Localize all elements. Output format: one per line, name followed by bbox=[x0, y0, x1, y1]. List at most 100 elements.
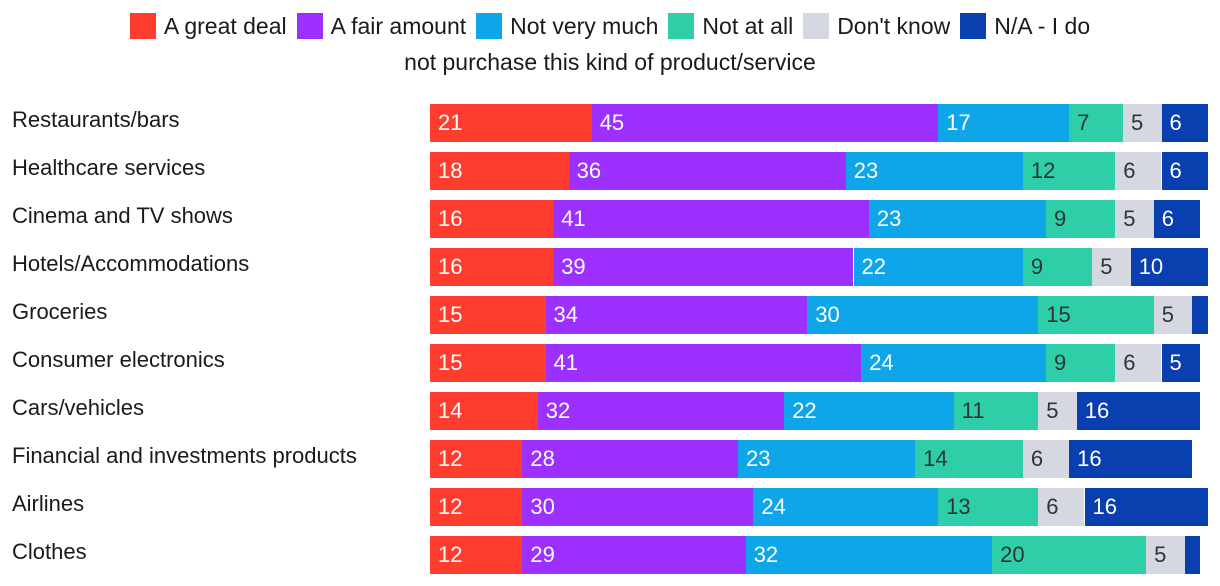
bar-segment bbox=[430, 344, 546, 382]
category-label: Airlines bbox=[12, 491, 85, 516]
bar-segment bbox=[868, 200, 1046, 238]
data-label: 9 bbox=[1054, 350, 1067, 375]
bar-segment bbox=[522, 440, 738, 478]
data-label: 29 bbox=[530, 542, 555, 567]
legend-item[interactable]: Not at all bbox=[668, 13, 793, 40]
bar-segment bbox=[522, 536, 746, 574]
bar-segment bbox=[1153, 200, 1200, 238]
data-label: 34 bbox=[553, 302, 578, 327]
data-label: 5 bbox=[1154, 542, 1167, 567]
data-label: 5 bbox=[1161, 302, 1175, 327]
data-label: 22 bbox=[792, 398, 817, 423]
category-label: Cars/vehicles bbox=[12, 395, 145, 420]
bar-segment bbox=[1115, 200, 1154, 238]
bar-segment bbox=[1161, 152, 1208, 190]
bar-segment bbox=[537, 392, 785, 430]
legend-label: A great deal bbox=[163, 12, 287, 39]
bar-segment bbox=[1046, 344, 1116, 382]
legend-label: Don't know bbox=[837, 12, 951, 39]
legend-label-continued: not purchase this kind of product/servic… bbox=[404, 48, 816, 75]
data-label: 20 bbox=[1000, 542, 1025, 567]
legend-label: Not very much bbox=[510, 12, 659, 39]
data-label: 16 bbox=[1084, 398, 1110, 423]
bar-segment bbox=[845, 152, 1023, 190]
data-label: 41 bbox=[553, 350, 578, 375]
data-label: 45 bbox=[599, 110, 625, 135]
legend-swatch bbox=[668, 13, 695, 39]
legend-label: A fair amount bbox=[330, 12, 467, 39]
data-label: 15 bbox=[1046, 302, 1071, 327]
data-label: 6 bbox=[1030, 446, 1044, 471]
bar-segment bbox=[545, 344, 862, 382]
category-label: Healthcare services bbox=[12, 155, 206, 180]
legend-row-1: A great deal A fair amount Not very much No… bbox=[0, 10, 1220, 42]
legend-swatch bbox=[476, 13, 503, 39]
bar-segment bbox=[430, 296, 546, 334]
data-label: 14 bbox=[438, 398, 463, 423]
data-label: 5 bbox=[1046, 398, 1059, 423]
data-label: 16 bbox=[438, 254, 463, 279]
data-label: 32 bbox=[545, 398, 571, 423]
legend-swatch bbox=[129, 13, 156, 39]
data-label: 28 bbox=[530, 446, 555, 471]
data-label: 12 bbox=[1030, 158, 1056, 183]
data-label: 22 bbox=[861, 254, 886, 279]
data-label: 11 bbox=[961, 398, 985, 423]
legend-item[interactable]: A fair amount bbox=[296, 12, 467, 40]
bar-segment bbox=[1130, 248, 1208, 286]
data-label: 39 bbox=[561, 254, 586, 279]
data-label: 30 bbox=[815, 302, 840, 327]
bar-segment bbox=[1192, 296, 1208, 334]
bar-segment bbox=[1146, 536, 1185, 574]
category-label: Financial and investments products bbox=[12, 443, 357, 468]
bar-segment bbox=[1161, 104, 1208, 142]
data-label: 6 bbox=[1161, 206, 1175, 231]
bar-segment bbox=[1022, 440, 1070, 478]
bar-segment bbox=[784, 392, 954, 430]
bar-segment bbox=[1184, 536, 1200, 574]
legend-swatch bbox=[803, 13, 830, 39]
data-label: 15 bbox=[438, 302, 463, 327]
legend-item[interactable]: Not very much bbox=[476, 13, 658, 40]
legend-item[interactable]: N/A - I do bbox=[960, 13, 1090, 40]
category-label: Groceries bbox=[12, 299, 108, 324]
data-label: 18 bbox=[438, 158, 463, 183]
bar-segment bbox=[1153, 296, 1193, 334]
legend-item[interactable]: Don't know bbox=[803, 13, 950, 40]
bar-segment bbox=[753, 488, 939, 526]
data-label: 6 bbox=[1169, 110, 1182, 135]
bar-segment bbox=[430, 488, 523, 526]
data-label: 36 bbox=[576, 158, 602, 183]
bar-segment bbox=[568, 152, 846, 190]
bar-segment bbox=[1046, 200, 1116, 238]
data-label: 12 bbox=[438, 542, 463, 567]
data-label: 41 bbox=[561, 206, 586, 231]
bar-segment bbox=[1038, 392, 1077, 430]
data-label: 13 bbox=[946, 494, 971, 519]
data-label: 6 bbox=[1046, 494, 1059, 519]
legend-label: Not at all bbox=[702, 12, 794, 39]
bar-segment bbox=[553, 200, 869, 238]
data-label: 24 bbox=[761, 494, 786, 519]
data-label: 9 bbox=[1054, 206, 1067, 231]
category-label: Clothes bbox=[12, 539, 87, 564]
data-label: 12 bbox=[438, 446, 463, 471]
data-label: 30 bbox=[530, 494, 555, 519]
bar-segment bbox=[430, 536, 523, 574]
bar-segment bbox=[1076, 392, 1200, 430]
legend-item[interactable]: A great deal bbox=[129, 12, 287, 40]
data-label: 6 bbox=[1123, 158, 1136, 183]
data-label: 23 bbox=[853, 158, 879, 183]
data-label: 21 bbox=[438, 110, 463, 135]
bar-segment bbox=[1092, 248, 1131, 286]
data-label: 12 bbox=[438, 494, 463, 519]
bar-segment bbox=[591, 104, 939, 142]
bar-segment bbox=[861, 344, 1046, 382]
data-label: 5 bbox=[1100, 254, 1113, 279]
data-label: 23 bbox=[876, 206, 902, 231]
bar-segment bbox=[938, 104, 1070, 142]
data-label: 5 bbox=[1131, 110, 1144, 135]
bar-segment bbox=[430, 392, 538, 430]
category-label: Restaurants/bars bbox=[12, 107, 180, 132]
bar-segment bbox=[430, 104, 592, 142]
